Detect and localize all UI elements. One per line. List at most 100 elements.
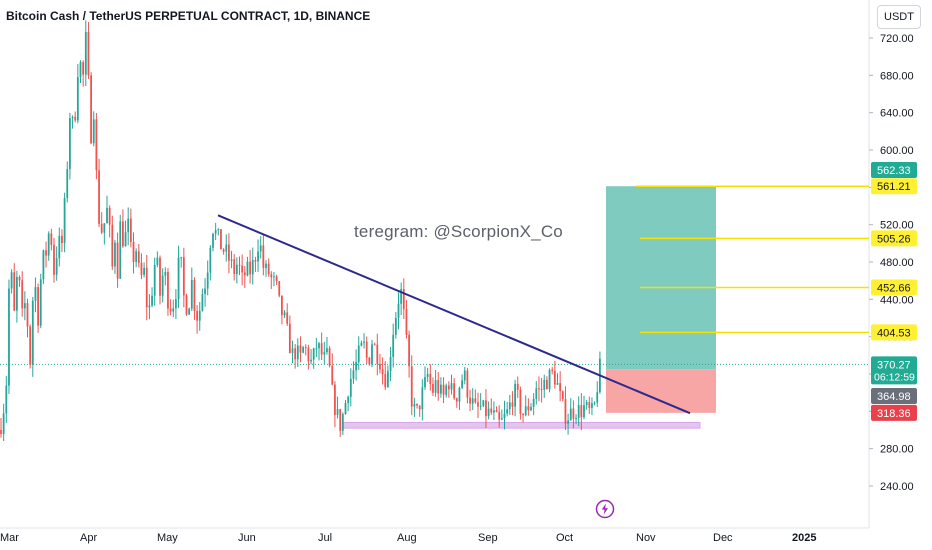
candle-body [201, 293, 204, 311]
candle-body [413, 403, 416, 407]
candle-body [389, 356, 392, 372]
candle-body [357, 345, 360, 362]
y-tick-label: 600.00 [880, 145, 914, 157]
candle-body [429, 373, 432, 384]
candle-body [114, 242, 116, 267]
candle-body [424, 376, 426, 388]
candle-body [532, 398, 535, 407]
candle-body [108, 207, 111, 225]
candle-body [148, 305, 151, 308]
candle-body [591, 403, 593, 408]
candle-body [387, 371, 389, 388]
candle-body [2, 413, 5, 435]
target-level-label: 452.66 [877, 283, 911, 295]
candle-body [593, 402, 596, 404]
candle-body [437, 380, 440, 394]
x-tick-label: Jun [238, 532, 256, 544]
candle-body [556, 383, 559, 385]
candle-body [259, 245, 262, 252]
candle-body [217, 229, 220, 231]
candle-body [241, 265, 244, 273]
candle-body [368, 357, 371, 365]
x-tick-label: Aug [397, 532, 417, 544]
target-level-label-bg [871, 178, 917, 195]
candle-body [55, 258, 58, 275]
candle-body [71, 116, 74, 119]
y-tick-label: 480.00 [880, 257, 914, 269]
candle-body [135, 251, 138, 262]
candle-body [246, 261, 249, 276]
candle-body [304, 347, 307, 349]
price-axis-label-bg [871, 404, 917, 421]
candle-body [16, 276, 18, 311]
x-tick-label: Dec [713, 532, 733, 544]
candle-body [384, 374, 387, 388]
candle-body [440, 384, 442, 394]
x-tick-label: Apr [80, 532, 97, 544]
y-tick-label: 240.00 [880, 481, 914, 493]
lightning-icon[interactable] [595, 499, 615, 519]
candle-body [503, 413, 506, 419]
candle-body [5, 385, 8, 414]
candle-body [397, 303, 400, 318]
price-axis-label-bg [871, 162, 917, 178]
candle-body [410, 366, 413, 407]
candle-body [535, 388, 538, 399]
price-axis-label-bg [871, 356, 917, 385]
currency-button[interactable]: USDT [877, 5, 921, 29]
candle-body [106, 207, 108, 224]
candle-body [286, 312, 289, 324]
candle-body [267, 263, 270, 275]
candle-body [95, 119, 98, 171]
candle-body [66, 169, 69, 198]
candle-body [479, 405, 482, 407]
candle-body [540, 388, 543, 390]
candle-body [172, 308, 175, 312]
candle-body [323, 352, 326, 355]
candle-body [140, 262, 143, 275]
candle-body [103, 223, 106, 233]
x-tick-label: May [157, 532, 178, 544]
watermark-text: teregram: @ScorpionX_Co [354, 222, 563, 241]
candle-body [283, 312, 286, 316]
x-tick-label: Jul [318, 532, 332, 544]
candle-body [238, 264, 241, 266]
candle-body [222, 249, 225, 252]
x-tick-label: Sep [478, 532, 498, 544]
candle-body [575, 417, 577, 419]
candle-body [37, 287, 39, 326]
candle-body [548, 369, 551, 390]
candle-body [580, 405, 583, 418]
candles [0, 20, 601, 441]
candle-body [514, 383, 516, 407]
candle-body [341, 414, 344, 431]
stop-zone [606, 369, 716, 413]
candle-body [90, 75, 92, 144]
candle-body [349, 378, 352, 397]
candle-body [185, 295, 188, 315]
candle-body [296, 345, 299, 360]
candle-body [275, 276, 278, 282]
candle-body [124, 232, 127, 247]
candle-body [596, 392, 599, 403]
candle-body [92, 119, 95, 144]
candle-body [588, 402, 591, 408]
candle-body [26, 303, 29, 327]
candle-body [193, 279, 196, 312]
candle-body [29, 326, 32, 365]
candle-body [318, 343, 320, 349]
y-tick-label: 720.00 [880, 33, 914, 45]
candle-body [334, 384, 336, 415]
target-level-label: 404.53 [877, 327, 911, 339]
candle-body [156, 257, 159, 265]
x-tick-label: 2025 [792, 532, 816, 544]
candle-body [273, 276, 275, 278]
candle-body [344, 402, 347, 415]
candle-body [355, 361, 357, 371]
x-tick-label: Nov [636, 532, 656, 544]
candle-body [228, 244, 230, 261]
candle-body [254, 260, 257, 262]
candle-body [455, 398, 458, 402]
